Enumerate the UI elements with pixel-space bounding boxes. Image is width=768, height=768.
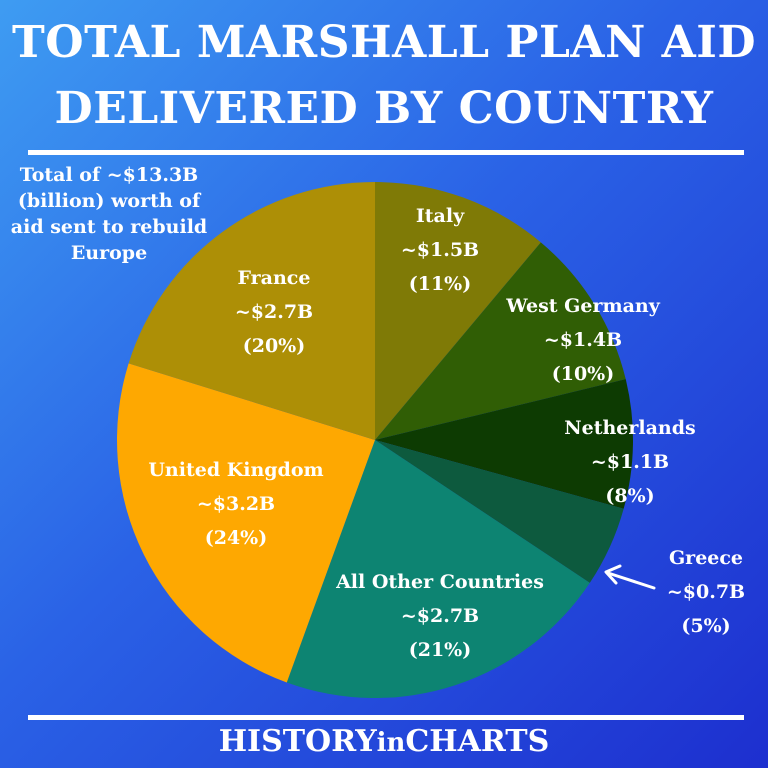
slice-percent: (20%) [243,335,305,357]
pie-slice-all-other-countries [286,440,590,699]
slice-label-west-germany: West Germany ~$1.4B (10%) [505,295,661,385]
slice-name: Greece [669,547,743,569]
greece-callout-arrow [604,564,656,590]
brand-history: HISTORY [218,724,377,759]
slice-name: United Kingdom [148,459,323,481]
pie-slice-netherlands [375,379,633,509]
slice-label-all-other-countries: All Other Countries ~$2.7B (21%) [335,571,544,661]
top-divider [28,150,744,155]
brand-in: in [376,728,406,758]
bottom-divider [28,715,744,720]
brand-charts: CHARTS [405,724,550,759]
slice-label-france: France ~$2.7B (20%) [235,267,313,357]
slice-percent: (5%) [681,615,730,637]
slice-label-greece: Greece ~$0.7B (5%) [667,547,745,637]
slice-percent: (24%) [205,527,267,549]
slice-value: ~$1.4B [544,329,622,351]
pie-slice-united-kingdom [116,363,375,683]
pie-slice-west-germany [375,242,626,440]
slice-value: ~$3.2B [197,493,275,515]
title-line-1: TOTAL MARSHALL PLAN AID [12,17,756,68]
slice-name: All Other Countries [335,571,544,593]
note-line-3: aid sent to rebuild [10,216,208,238]
slice-name: Netherlands [564,417,695,439]
slice-label-italy: Italy ~$1.5B (11%) [401,205,479,295]
note-line-2: (billion) worth of [17,190,201,212]
pie-slice-italy [375,182,541,440]
brand-logo: HISTORYinCHARTS [0,722,768,763]
note-line-1: Total of ~$13.3B [19,164,199,186]
total-aid-note: Total of ~$13.3B (billion) worth of aid … [0,162,218,266]
pie-slice-france [128,182,375,440]
slice-name: Italy [416,205,465,227]
slice-percent: (10%) [552,363,614,385]
slice-value: ~$0.7B [667,581,745,603]
pie-slice-greece [375,440,624,583]
slice-value: ~$2.7B [235,301,313,323]
title-line-2: DELIVERED BY COUNTRY [54,83,714,134]
slice-percent: (21%) [409,639,471,661]
slice-percent: (11%) [409,273,471,295]
slice-value: ~$1.1B [591,451,669,473]
slice-value: ~$1.5B [401,239,479,261]
slice-name: West Germany [505,295,661,317]
slice-label-united-kingdom: United Kingdom ~$3.2B (24%) [148,459,323,549]
slice-label-netherlands: Netherlands ~$1.1B (8%) [564,417,695,507]
slice-percent: (8%) [605,485,654,507]
slice-value: ~$2.7B [401,605,479,627]
note-line-4: Europe [70,242,148,264]
slice-name: France [238,267,311,289]
